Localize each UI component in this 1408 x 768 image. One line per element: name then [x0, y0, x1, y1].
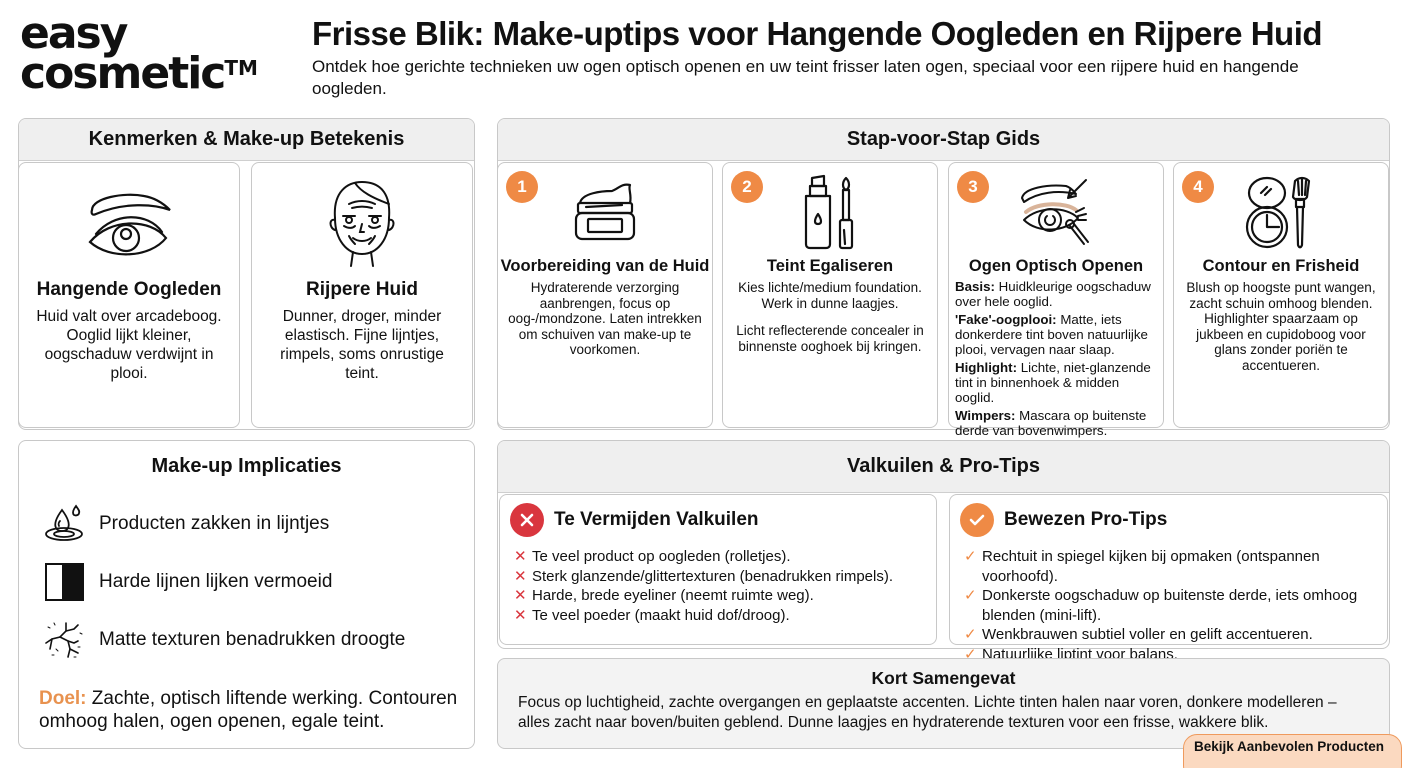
step-detail-list: Basis: Huidkleurige oogschaduw over hele…: [949, 279, 1163, 438]
summary-text: Focus op luchtigheid, zachte overgangen …: [518, 694, 1337, 731]
mature-face-icon: [252, 163, 472, 273]
step-number-badge: 1: [506, 171, 538, 203]
drooping-eyelid-icon: [19, 163, 239, 273]
valkuilen-panel-title: Valkuilen & Pro-Tips: [498, 441, 1389, 493]
foundation-concealer-icon: [723, 163, 937, 253]
implicatie-item: Matte texturen benadrukken droogte: [41, 614, 474, 666]
x-mark-icon: ✕: [514, 606, 527, 624]
step-card-4: 4 Contour en Frisheid Blush op hoogste p…: [1173, 162, 1389, 428]
doel-label: Doel:: [39, 688, 87, 709]
pro-tips-card: Bewezen Pro-Tips ✓ Rechtuit in spiegel ki…: [949, 494, 1388, 663]
x-mark-icon: ✕: [514, 567, 527, 585]
kenmerken-panel-title: Kenmerken & Make-up Betekenis: [19, 119, 474, 161]
avoid-item: ✕ Sterk glanzende/glittertexturen (benadr…: [514, 567, 894, 585]
error-circle-icon: [510, 503, 544, 537]
tip-item: ✓ Donkerste oogschaduw op buitenste derde…: [964, 587, 1358, 624]
pro-tips-list: ✓ Rechtuit in spiegel kijken bij opmaken …: [964, 547, 1387, 664]
implicatie-item: Producten zakken in lijntjes: [41, 498, 474, 550]
checkmark-icon: ✓: [964, 548, 977, 565]
contrast-blocks-icon: [41, 562, 89, 602]
step-number-badge: 3: [957, 171, 989, 203]
trademark-mark: TM: [224, 56, 258, 80]
avoid-card: Te Vermijden Valkuilen ✕ Te veel product …: [499, 494, 937, 645]
kenmerk-text: Dunner, droger, minder elastisch. Fijne …: [280, 308, 444, 382]
implicaties-title: Make-up Implicaties: [151, 455, 342, 477]
cracked-texture-icon: [41, 619, 89, 661]
pro-tips-title: Bewezen Pro-Tips: [1004, 509, 1168, 530]
x-mark-icon: ✕: [514, 548, 527, 565]
checkmark-icon: ✓: [964, 587, 977, 604]
step-number-badge: 2: [731, 171, 763, 203]
tip-item: ✓ Rechtuit in spiegel kijken bij opmaken …: [964, 548, 1320, 585]
avoid-header: Te Vermijden Valkuilen: [510, 503, 936, 537]
step-title: Contour en Frisheid: [1202, 257, 1360, 275]
implicaties-panel: Make-up Implicaties Producten zakken in …: [18, 440, 475, 749]
implicatie-text: Producten zakken in lijntjes: [99, 513, 330, 534]
step-detail-basis: Basis: Huidkleurige oogschaduw over hele…: [955, 279, 1151, 309]
step-card-1: 1 Voorbereiding van de Huid Hydraterende…: [497, 162, 713, 428]
tip-item: ✓ Wenkbrauwen subtiel voller en gelift ac…: [964, 626, 1313, 643]
avoid-item: ✕ Harde, brede eyeliner (neemt ruimte weg…: [514, 587, 814, 604]
avoid-title: Te Vermijden Valkuilen: [554, 509, 759, 530]
logo-line-2: cosmeticTM: [20, 52, 280, 96]
avoid-item: ✕ Te veel poeder (maakt huid dof/droog).: [514, 606, 790, 624]
step-text: Licht reflecterende concealer in binnens…: [736, 323, 924, 354]
implicatie-item: Harde lijnen lijken vermoeid: [41, 556, 474, 608]
page-title: Frisse Blik: Make-uptips voor Hangende O…: [312, 15, 1323, 52]
brand-logo: easy cosmeticTM: [20, 8, 280, 96]
step-detail-wimpers: Wimpers: Mascara op buitenste derde van …: [955, 408, 1147, 438]
step-text: Hydraterende verzorging aanbrengen, focu…: [508, 280, 702, 357]
step-number-badge: 4: [1182, 171, 1214, 203]
avoid-item: ✕ Te veel product op oogleden (rolletjes)…: [514, 548, 791, 565]
step-title: Voorbereiding van de Huid: [500, 257, 710, 275]
kenmerk-text: Huid valt over arcadeboog. Ooglid lijkt …: [36, 308, 222, 382]
step-card-2: 2 Teint Egaliseren Kies lichte/medium fo…: [722, 162, 938, 428]
page-header: Frisse Blik: Make-uptips voor Hangende O…: [312, 14, 1392, 100]
avoid-list: ✕ Te veel product op oogleden (rolletjes)…: [514, 547, 936, 625]
page-subtitle: Ontdek hoe gerichte technieken uw ogen o…: [312, 57, 1299, 98]
checkmark-icon: ✓: [964, 626, 977, 643]
compact-brush-icon: [1174, 163, 1388, 253]
view-recommended-products-button[interactable]: Bekijk Aanbevolen Producten: [1183, 734, 1402, 768]
step-title: Ogen Optisch Openen: [968, 257, 1144, 275]
kenmerk-title: Rijpere Huid: [306, 279, 418, 300]
check-circle-icon: [960, 503, 994, 537]
doel-statement: Doel: Zachte, optisch liftende werking. …: [39, 687, 459, 733]
logo-line-1: easy: [20, 8, 128, 59]
pro-tips-header: Bewezen Pro-Tips: [960, 503, 1387, 537]
logo-word: cosmetic: [20, 48, 226, 99]
step-title: Teint Egaliseren: [766, 257, 894, 275]
kenmerk-title: Hangende Oogleden: [36, 279, 222, 300]
eye-makeup-icon: [949, 163, 1163, 253]
step-detail-highlight: Highlight: Lichte, niet-glanzende tint i…: [955, 360, 1151, 405]
summary-title: Kort Samengevat: [871, 668, 1016, 688]
step-detail-fake-oogplooi: 'Fake'-oogplooi: Matte, iets donkerdere …: [955, 312, 1148, 357]
step-text: Kies lichte/medium foundation. Werk in d…: [738, 280, 922, 311]
cream-jar-icon: [498, 163, 712, 253]
step-card-3: 3 Ogen Optisch Openen Basis: Huidkleurig…: [948, 162, 1164, 438]
doel-text: Zachte, optisch liftende werking. Contou…: [39, 688, 458, 732]
step-text: Blush op hoogste punt wangen, zacht schu…: [1186, 280, 1376, 373]
water-drop-icon: [41, 504, 89, 544]
stap-panel-title: Stap-voor-Stap Gids: [498, 119, 1389, 161]
implicatie-text: Harde lijnen lijken vermoeid: [99, 571, 333, 592]
kenmerk-card-hangende-oogleden: Hangende Oogleden Huid valt over arcadeb…: [18, 162, 240, 428]
kenmerk-card-rijpere-huid: Rijpere Huid Dunner, droger, minder elas…: [251, 162, 473, 428]
implicatie-text: Matte texturen benadrukken droogte: [99, 629, 406, 650]
summary-panel: Kort Samengevat Focus op luchtigheid, za…: [497, 658, 1390, 749]
x-mark-icon: ✕: [514, 587, 527, 604]
